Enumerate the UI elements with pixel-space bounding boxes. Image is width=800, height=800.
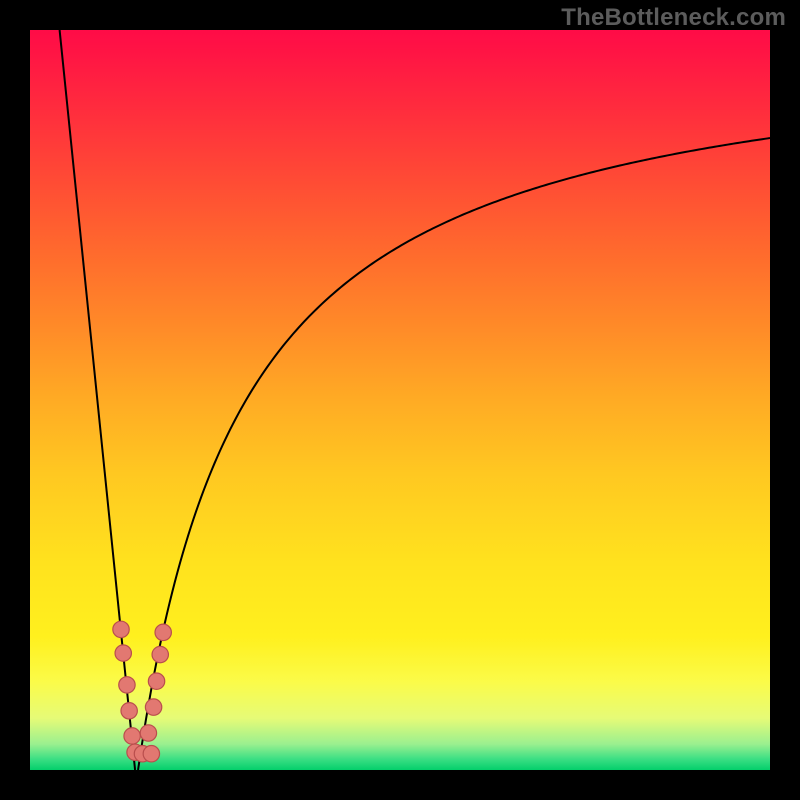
watermark: TheBottleneck.com <box>561 4 786 32</box>
chart-container: TheBottleneck.com <box>0 0 800 800</box>
plot-area <box>30 30 770 770</box>
